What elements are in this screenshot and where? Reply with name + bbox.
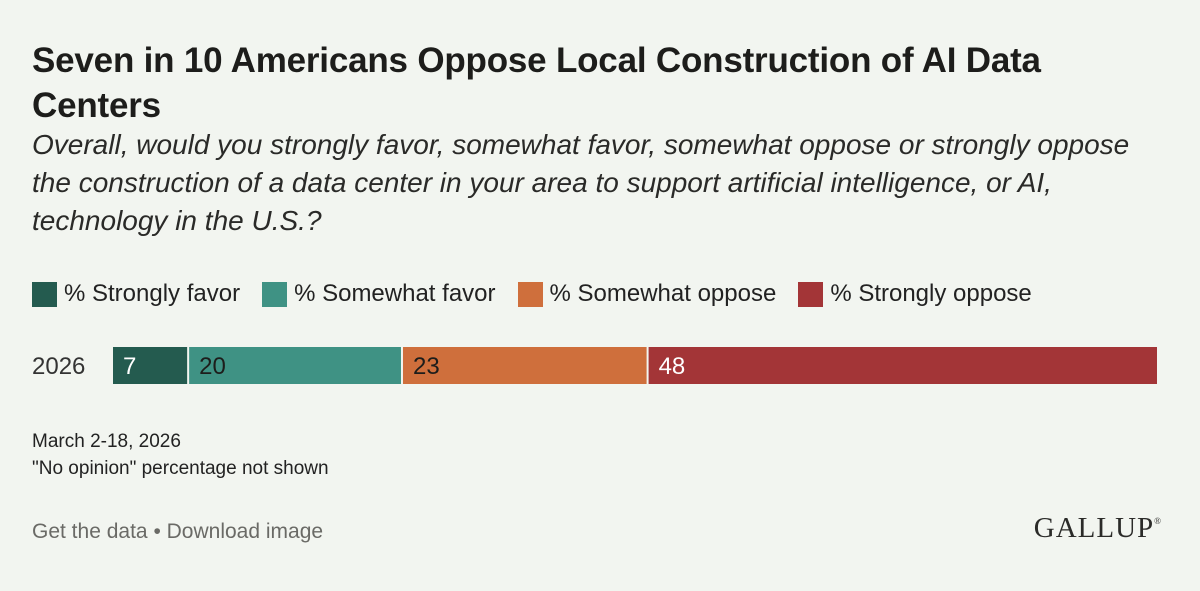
data-label: 20	[199, 353, 226, 380]
chart-subtitle: Overall, would you strongly favor, somew…	[32, 129, 1130, 236]
legend-swatch	[32, 281, 57, 307]
bar-segment-somewhat-favor	[189, 347, 401, 384]
legend: % Strongly favor % Somewhat favor % Some…	[32, 280, 1054, 308]
logo-text: GALLUP	[1033, 512, 1155, 544]
data-label: 23	[413, 353, 440, 380]
legend-label: % Somewhat favor	[294, 280, 496, 307]
registered-mark: ®	[1154, 516, 1162, 526]
download-image-link[interactable]: Download image	[166, 520, 324, 543]
stacked-bar-chart: 7 20 23 48	[113, 347, 1157, 384]
legend-item-somewhat-oppose: % Somewhat oppose	[517, 280, 777, 308]
bar-segment-strongly-oppose	[648, 347, 1157, 384]
get-data-link[interactable]: Get the data	[32, 520, 148, 543]
bar-segment-strongly-favor	[113, 347, 188, 384]
bar-segment-somewhat-oppose	[402, 347, 647, 384]
data-label: 48	[659, 353, 686, 380]
gallup-logo: GALLUP®	[1034, 512, 1162, 545]
chart-notes: March 2-18, 2026 "No opinion" percentage…	[32, 428, 329, 482]
legend-label: % Strongly favor	[64, 280, 241, 307]
footer-separator: •	[153, 520, 161, 543]
legend-item-somewhat-favor: % Somewhat favor	[262, 280, 496, 308]
legend-item-strongly-favor: % Strongly favor	[32, 280, 240, 308]
chart-title: Seven in 10 Americans Oppose Local Const…	[32, 41, 1041, 125]
survey-date: March 2-18, 2026	[32, 431, 181, 452]
legend-label: % Somewhat oppose	[549, 280, 777, 307]
data-label: 7	[123, 353, 136, 380]
legend-swatch	[798, 281, 824, 307]
legend-swatch	[517, 281, 543, 307]
footer-links: Get the data • Download image	[32, 520, 323, 544]
footnote: "No opinion" percentage not shown	[32, 458, 329, 479]
legend-swatch	[262, 281, 288, 307]
category-label: 2026	[32, 353, 86, 380]
legend-label: % Strongly oppose	[830, 280, 1032, 307]
legend-item-strongly-oppose: % Strongly oppose	[798, 280, 1032, 308]
